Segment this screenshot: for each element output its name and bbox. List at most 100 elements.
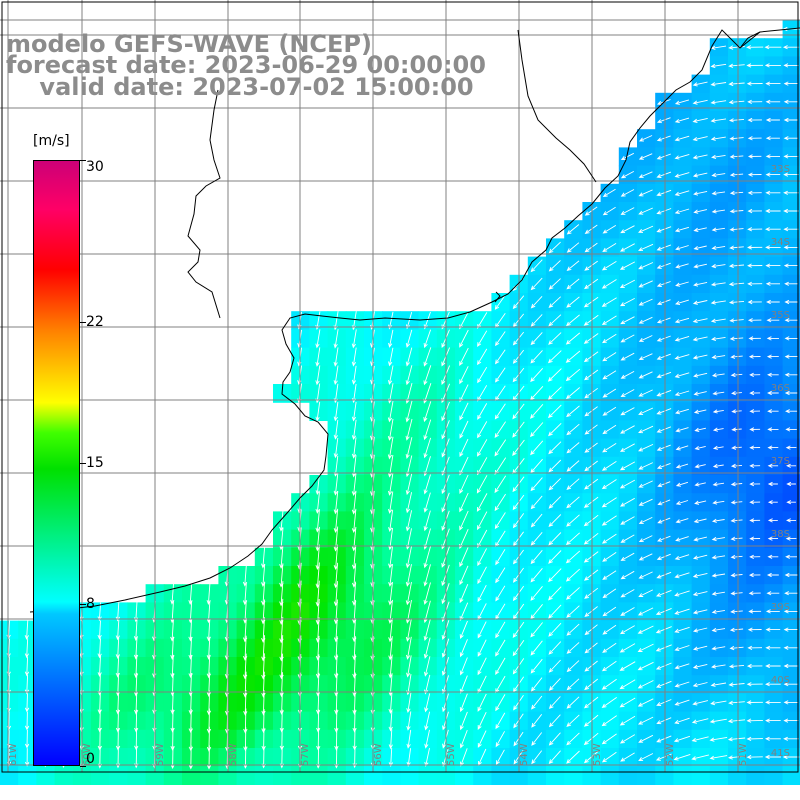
- wind-arrow: [712, 482, 725, 487]
- wind-arrow: [731, 391, 742, 396]
- wind-arrow: [315, 401, 321, 422]
- wind-arrow: [675, 263, 689, 269]
- wind-arrow: [424, 674, 431, 695]
- field-cell: [691, 748, 711, 767]
- colorbar-tick-label: 15: [86, 455, 104, 471]
- wind-arrow: [548, 241, 561, 254]
- wind-arrow: [730, 536, 743, 541]
- wind-arrow: [24, 693, 30, 713]
- field-cell: [473, 566, 492, 585]
- field-cell: [109, 766, 128, 785]
- field-cell: [618, 584, 638, 603]
- longitude-label: 59W: [155, 743, 166, 766]
- field-cell: [673, 729, 693, 749]
- wind-arrow: [584, 278, 599, 290]
- field-cell: [564, 420, 583, 440]
- wind-arrow: [693, 391, 707, 396]
- wind-arrow: [692, 172, 708, 178]
- field-cell: [673, 256, 693, 276]
- wind-arrow: [730, 372, 743, 378]
- wind-arrow: [657, 517, 671, 524]
- field-cell: [709, 384, 729, 403]
- wind-arrow: [405, 582, 412, 606]
- field-cell: [637, 438, 656, 458]
- wind-arrow: [746, 700, 763, 705]
- wind-arrow: [459, 402, 469, 421]
- field-cell: [691, 729, 711, 749]
- field-cell: [618, 165, 638, 185]
- colorbar-tick-mark: [80, 160, 86, 161]
- wind-arrow: [601, 678, 617, 690]
- wind-arrow: [674, 390, 690, 397]
- field-cell: [709, 129, 729, 148]
- wind-arrow: [619, 461, 636, 471]
- wind-arrow: [548, 659, 561, 673]
- field-cell: [546, 493, 565, 512]
- field-cell: [345, 311, 365, 330]
- colorbar-tick-label: 30: [86, 159, 104, 175]
- field-cell: [709, 165, 729, 185]
- wind-arrow: [566, 278, 580, 290]
- wind-arrow: [655, 607, 672, 616]
- wind-arrow: [638, 189, 653, 197]
- field-cell: [564, 693, 583, 713]
- wind-arrow: [694, 500, 707, 505]
- wind-arrow: [566, 678, 580, 691]
- field-cell: [600, 347, 620, 367]
- wind-arrow: [619, 443, 635, 452]
- field-cell: [455, 766, 474, 785]
- wind-arrow: [784, 299, 798, 305]
- wind-arrow: [786, 518, 797, 523]
- wind-arrow: [405, 510, 413, 532]
- wind-arrow: [584, 478, 599, 490]
- wind-arrow: [547, 368, 562, 382]
- field-cell: [709, 766, 729, 785]
- wind-arrow: [783, 172, 799, 177]
- field-cell: [564, 347, 583, 367]
- field-cell: [637, 693, 656, 713]
- field-cell: [691, 657, 711, 676]
- wind-arrow: [675, 518, 689, 524]
- wind-arrow: [388, 546, 394, 569]
- field-cell: [618, 766, 638, 785]
- wind-arrow: [459, 420, 469, 439]
- wind-arrow: [333, 365, 339, 386]
- wind-arrow: [584, 260, 598, 271]
- wind-arrow: [637, 643, 654, 652]
- wind-arrow: [619, 261, 636, 270]
- field-cell: [400, 311, 420, 330]
- field-cell: [673, 657, 693, 676]
- wind-arrow: [530, 422, 544, 438]
- map-border: [1, 1, 799, 773]
- field-cell: [600, 511, 620, 531]
- wind-arrow: [711, 172, 726, 178]
- wind-arrow: [711, 591, 725, 596]
- field-cell: [600, 438, 620, 458]
- wind-arrow: [406, 729, 412, 749]
- field-cell: [618, 402, 638, 421]
- wind-arrow: [674, 172, 690, 178]
- wind-arrow: [602, 225, 617, 234]
- wind-arrow: [710, 318, 726, 323]
- wind-arrow: [548, 714, 561, 728]
- field-cell: [673, 111, 693, 130]
- colorbar: [33, 160, 80, 766]
- wind-arrow: [693, 209, 707, 214]
- field-cell: [673, 202, 693, 221]
- wind-arrow: [656, 408, 672, 415]
- wind-arrow: [638, 516, 653, 524]
- wind-arrow: [638, 389, 653, 397]
- field-cell: [709, 529, 729, 549]
- wind-arrow: [711, 154, 726, 160]
- field-cell: [473, 675, 492, 694]
- wind-arrow: [710, 700, 727, 706]
- wind-arrow: [530, 295, 543, 309]
- field-cell: [564, 365, 583, 385]
- field-cell: [491, 729, 511, 749]
- wind-arrow: [530, 586, 543, 601]
- field-cell: [291, 329, 310, 349]
- wind-arrow: [693, 281, 708, 287]
- wind-arrow: [731, 445, 742, 450]
- wind-arrow: [477, 584, 487, 603]
- field-cell: [709, 638, 729, 658]
